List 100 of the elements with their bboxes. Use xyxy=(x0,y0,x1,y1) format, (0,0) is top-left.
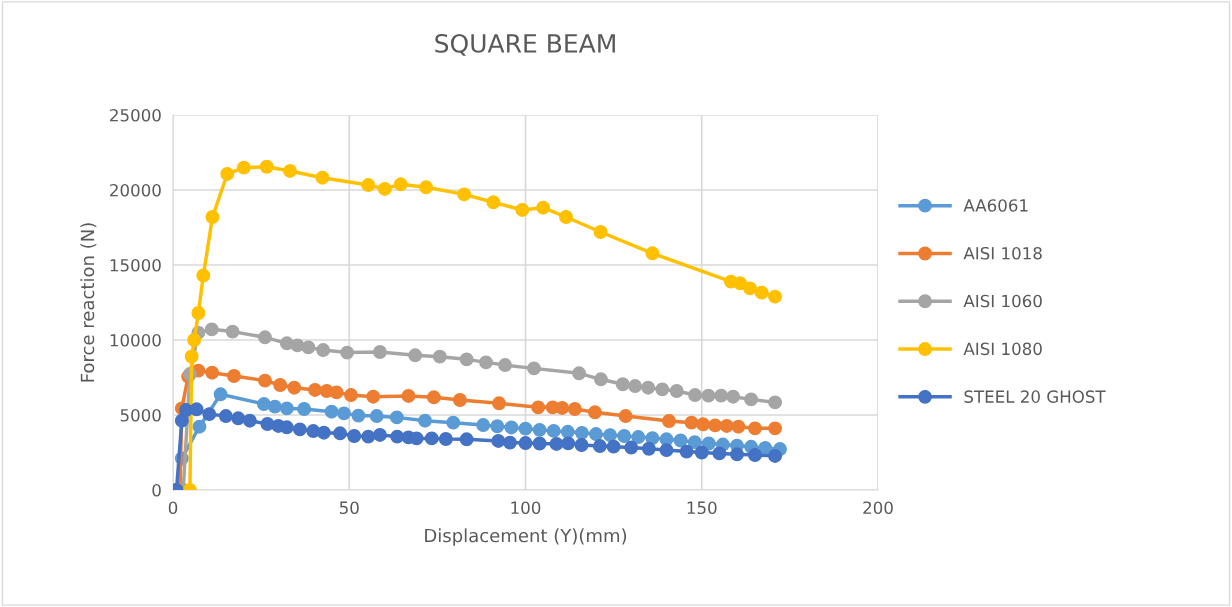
point xyxy=(684,415,699,430)
point xyxy=(679,444,694,459)
point xyxy=(518,436,533,450)
point xyxy=(714,388,729,403)
point xyxy=(324,404,339,419)
point xyxy=(273,378,288,392)
point xyxy=(712,446,727,461)
point xyxy=(315,170,330,185)
point xyxy=(655,382,670,397)
point xyxy=(628,379,643,393)
point xyxy=(617,429,632,443)
point xyxy=(641,380,656,395)
legend-label: AISI 1060 xyxy=(963,294,1042,308)
point xyxy=(393,177,408,192)
point xyxy=(574,438,589,452)
point xyxy=(662,414,676,428)
point xyxy=(372,428,387,442)
point xyxy=(731,419,746,434)
point xyxy=(492,396,507,411)
point xyxy=(308,383,323,397)
point xyxy=(220,167,235,181)
y-axis-title: Force reaction (N) xyxy=(80,223,97,382)
point xyxy=(518,421,533,436)
point xyxy=(486,195,501,210)
x-tick-label: 0 xyxy=(168,501,178,515)
point xyxy=(408,348,423,363)
point xyxy=(192,419,207,434)
point xyxy=(476,418,491,432)
point xyxy=(267,399,282,414)
point xyxy=(205,365,220,380)
point xyxy=(432,349,447,364)
point xyxy=(673,433,688,448)
point xyxy=(743,281,757,296)
point xyxy=(301,340,316,355)
point xyxy=(561,436,576,451)
point xyxy=(490,419,505,434)
point xyxy=(409,431,424,446)
point xyxy=(719,419,734,433)
point xyxy=(593,225,608,239)
point xyxy=(236,160,251,175)
point xyxy=(645,431,660,446)
point xyxy=(546,423,561,438)
point xyxy=(592,439,607,453)
point xyxy=(174,413,189,428)
y-tick-label: 20000 xyxy=(110,183,161,197)
point xyxy=(503,435,517,450)
legend-label: AISI 1080 xyxy=(963,342,1042,356)
point xyxy=(744,392,759,407)
x-tick-label: 100 xyxy=(511,501,541,515)
point xyxy=(426,390,441,405)
point xyxy=(283,164,297,178)
point xyxy=(669,384,684,398)
point xyxy=(316,425,331,440)
point xyxy=(227,369,241,383)
legend-label: AISI 1018 xyxy=(963,246,1042,260)
point xyxy=(593,372,608,387)
point xyxy=(504,420,519,435)
point xyxy=(536,200,551,215)
point xyxy=(369,409,384,423)
point xyxy=(730,447,744,462)
point xyxy=(572,366,587,381)
point xyxy=(231,411,246,426)
point xyxy=(279,336,294,351)
point xyxy=(589,427,603,441)
point xyxy=(189,402,204,417)
x-tick-label: 200 xyxy=(863,501,893,515)
point xyxy=(344,388,358,402)
point xyxy=(351,408,366,423)
point xyxy=(549,437,564,451)
point xyxy=(694,445,709,460)
point xyxy=(333,426,348,441)
point xyxy=(527,361,541,376)
point xyxy=(754,285,769,300)
point xyxy=(560,424,575,439)
point xyxy=(479,355,493,370)
point xyxy=(213,387,228,402)
point xyxy=(532,422,547,437)
point xyxy=(256,397,271,411)
point xyxy=(615,377,630,392)
point xyxy=(555,401,570,415)
point xyxy=(337,406,351,421)
point xyxy=(366,389,381,404)
point xyxy=(768,395,783,410)
point xyxy=(567,402,582,416)
point xyxy=(258,330,272,345)
x-tick-label: 50 xyxy=(339,501,359,515)
point xyxy=(258,373,272,388)
point xyxy=(587,405,602,420)
point xyxy=(603,428,618,443)
point xyxy=(205,210,220,224)
point xyxy=(377,182,392,196)
point xyxy=(701,436,716,451)
point xyxy=(389,410,404,425)
point xyxy=(372,345,387,359)
y-tick-label: 10000 xyxy=(110,333,161,347)
point xyxy=(424,431,439,446)
x-tick-label: 150 xyxy=(687,501,717,515)
point xyxy=(438,432,453,446)
point xyxy=(419,180,434,195)
point xyxy=(279,420,294,435)
